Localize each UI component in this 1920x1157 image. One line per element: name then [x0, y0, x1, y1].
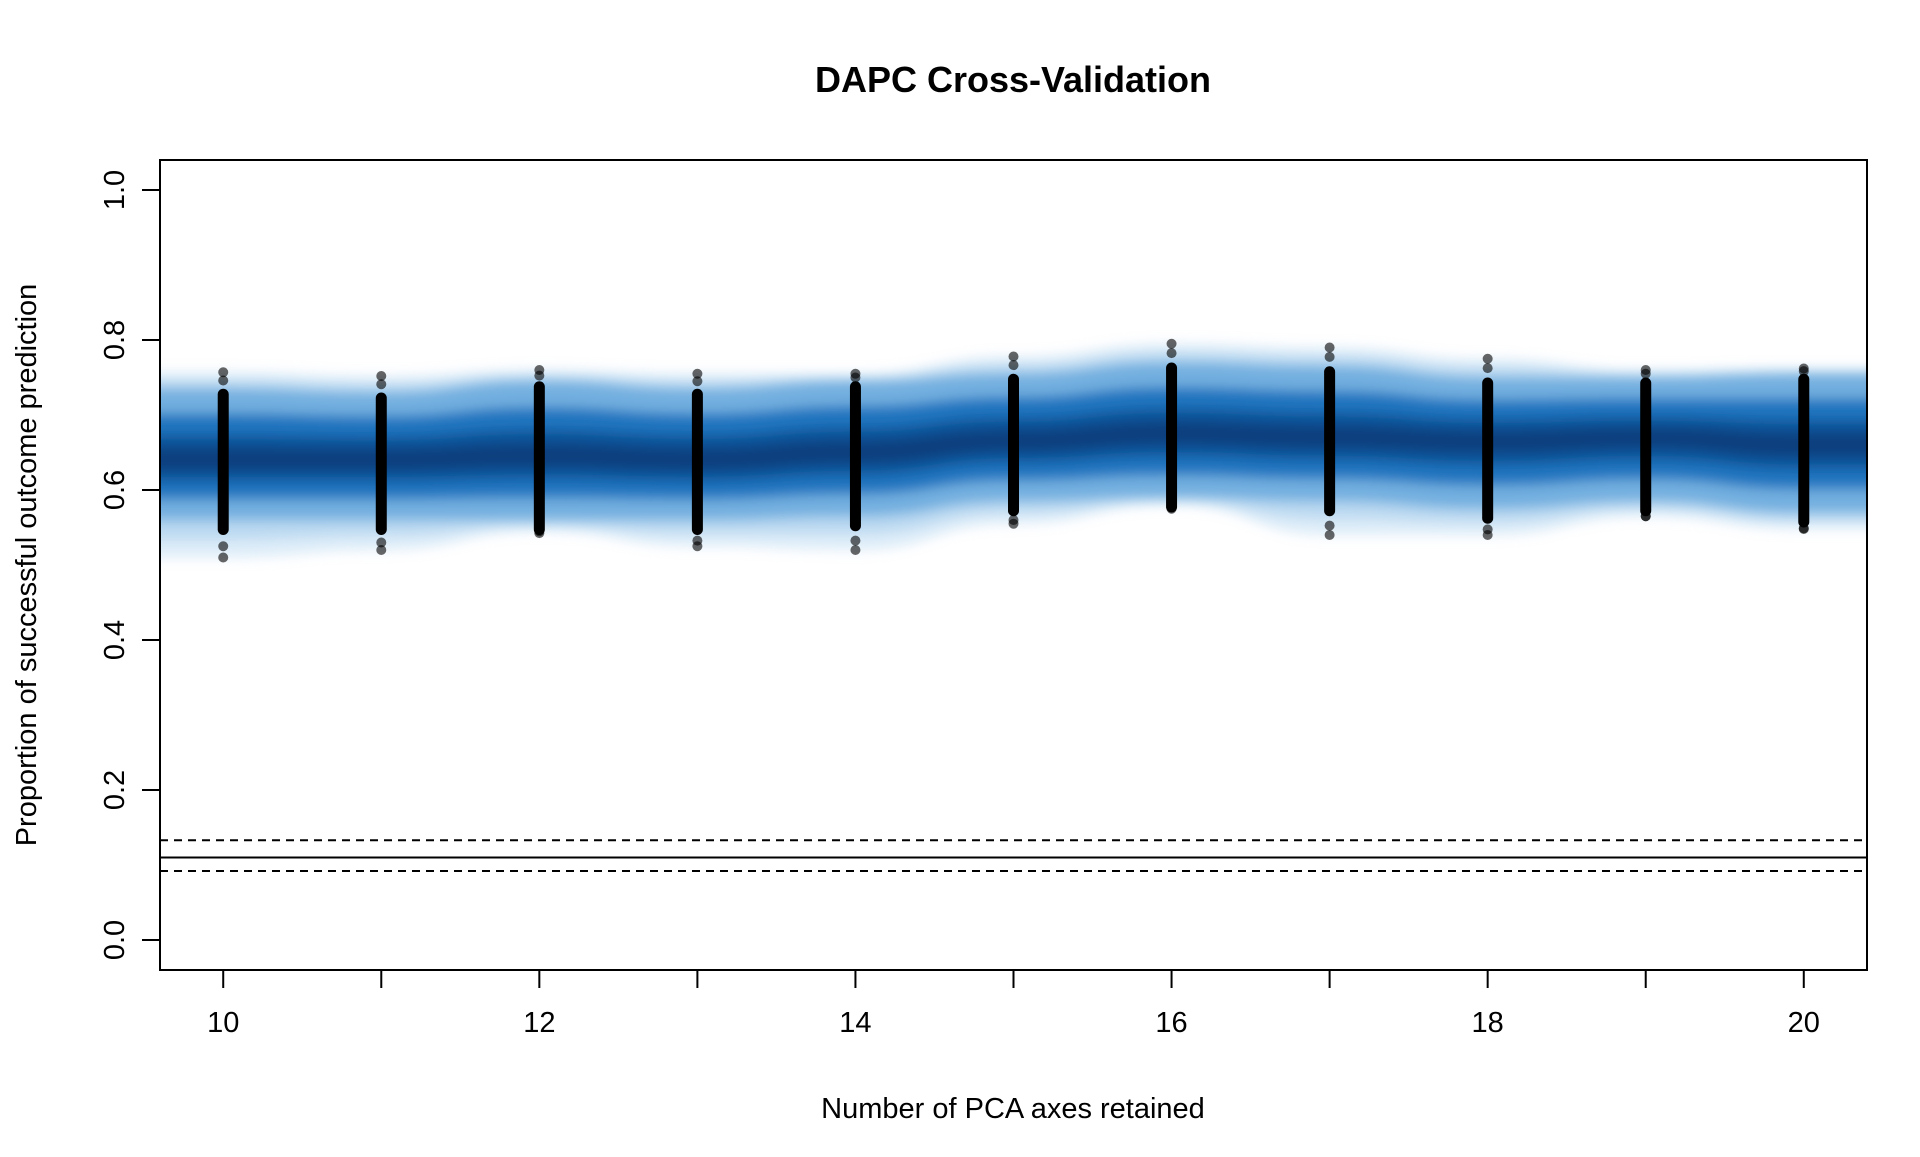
data-point [1324, 530, 1335, 540]
data-point [218, 552, 229, 563]
data-point [1640, 511, 1651, 522]
point-cluster [849, 381, 861, 532]
data-point [1798, 523, 1809, 534]
x-axis-label: Number of PCA axes retained [821, 1093, 1205, 1125]
y-axis: 0.0 0.2 0.4 0.6 0.8 1.0 [99, 170, 161, 960]
data-point [1008, 360, 1019, 371]
chart-title: DAPC Cross-Validation [815, 59, 1211, 100]
data-point [1798, 366, 1809, 377]
y-tick-label: 0.8 [99, 320, 131, 360]
point-cluster [691, 388, 703, 535]
y-tick-label: 0.0 [99, 920, 131, 960]
data-point [850, 545, 861, 555]
data-point [376, 545, 387, 555]
x-tick-label: 20 [1788, 1007, 1820, 1039]
data-point [218, 541, 229, 552]
x-tick-label: 16 [1155, 1007, 1187, 1039]
point-column-17 [1324, 342, 1336, 540]
x-tick-label: 10 [207, 1007, 239, 1039]
y-tick-label: 1.0 [99, 170, 131, 210]
data-point [692, 376, 703, 387]
point-cluster [1482, 377, 1494, 524]
data-point [1324, 351, 1335, 362]
point-column-11 [375, 371, 387, 555]
data-point [534, 528, 545, 539]
data-point [218, 375, 229, 386]
y-tick-label: 0.2 [99, 770, 131, 810]
data-point [376, 379, 387, 390]
point-column-19 [1640, 365, 1652, 522]
point-cluster [1008, 373, 1019, 517]
point-cluster [1640, 377, 1652, 517]
data-point [692, 368, 703, 379]
data-point [1324, 342, 1335, 353]
y-tick-label: 0.4 [99, 620, 131, 660]
data-point [376, 371, 387, 381]
data-point [376, 537, 387, 548]
point-column-18 [1482, 353, 1494, 540]
x-tick-label: 14 [839, 1007, 871, 1039]
data-point [1640, 368, 1651, 379]
plot-area [160, 338, 1867, 872]
y-tick-label: 0.6 [99, 470, 131, 510]
point-column-16 [1166, 338, 1178, 514]
point-cluster [1324, 366, 1336, 517]
data-point [1482, 524, 1493, 535]
replicate-points [217, 338, 1810, 563]
x-tick-label: 18 [1472, 1007, 1504, 1039]
point-column-10 [217, 367, 229, 563]
data-point [692, 535, 703, 546]
plot-frame [159, 159, 1868, 971]
data-point [534, 370, 545, 381]
point-column-20 [1798, 363, 1810, 534]
x-axis: 10 12 14 16 18 20 [207, 969, 1820, 1039]
data-point [1008, 515, 1019, 525]
point-column-12 [533, 365, 545, 539]
point-cluster [375, 392, 387, 535]
point-cluster [1798, 373, 1810, 528]
data-point [1324, 520, 1335, 531]
data-point [1166, 338, 1177, 349]
x-tick-label: 12 [523, 1007, 555, 1039]
data-point [1166, 503, 1177, 514]
data-point [1482, 353, 1493, 364]
data-point [850, 372, 861, 383]
point-cluster [533, 381, 545, 535]
point-cluster [1166, 362, 1178, 513]
point-column-15 [1008, 351, 1019, 529]
point-cluster [217, 388, 229, 535]
data-point [1166, 348, 1177, 359]
data-point [1008, 351, 1019, 362]
point-column-13 [691, 368, 703, 552]
data-point [218, 367, 229, 378]
data-point [850, 535, 861, 546]
point-column-14 [849, 368, 861, 555]
data-point [1482, 363, 1493, 374]
y-axis-label: Proportion of successful outcome predict… [11, 284, 43, 847]
